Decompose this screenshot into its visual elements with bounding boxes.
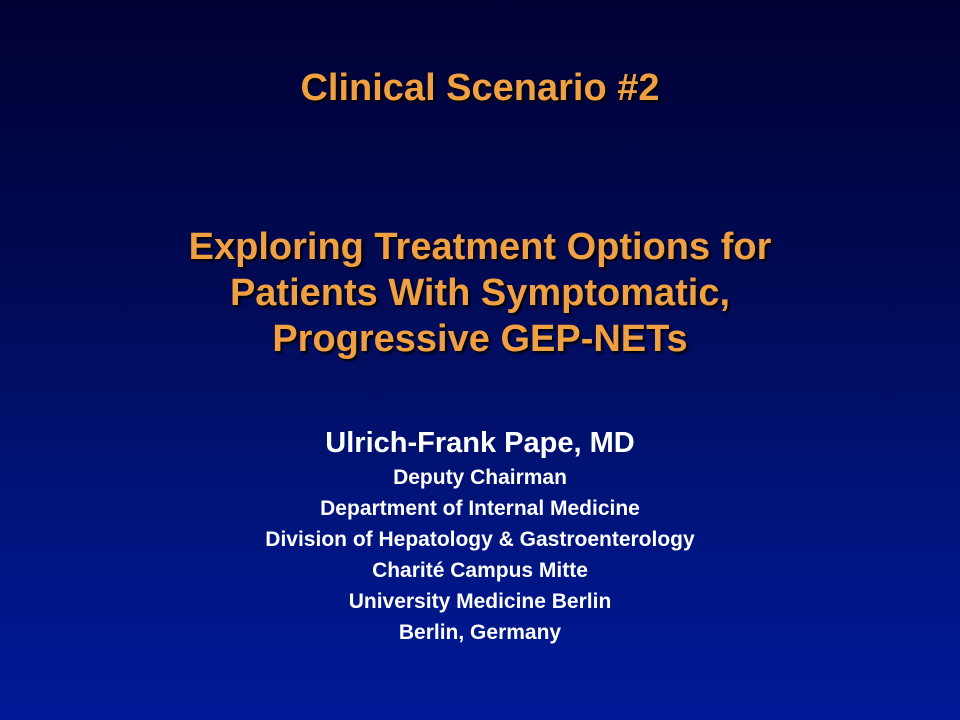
- slide-title: Exploring Treatment Options for Patients…: [40, 224, 920, 362]
- presenter-campus: Charité Campus Mitte: [372, 559, 588, 582]
- presenter-block: Ulrich-Frank Pape, MD Deputy Chairman De…: [0, 426, 960, 648]
- scenario-heading: Clinical Scenario #2: [300, 67, 660, 109]
- title-line: Exploring Treatment Options for: [188, 226, 772, 268]
- title-line: Patients With Symptomatic,: [229, 272, 731, 314]
- presenter-department: Department of Internal Medicine: [320, 497, 640, 520]
- presenter-location: Berlin, Germany: [398, 621, 562, 644]
- presenter-name: Ulrich-Frank Pape, MD: [325, 427, 635, 459]
- presenter-division: Division of Hepatology & Gastroenterolog…: [265, 528, 695, 551]
- presenter-role: Deputy Chairman: [393, 466, 567, 489]
- presenter-institution: University Medicine Berlin: [348, 590, 612, 613]
- title-line: Progressive GEP-NETs: [272, 318, 688, 360]
